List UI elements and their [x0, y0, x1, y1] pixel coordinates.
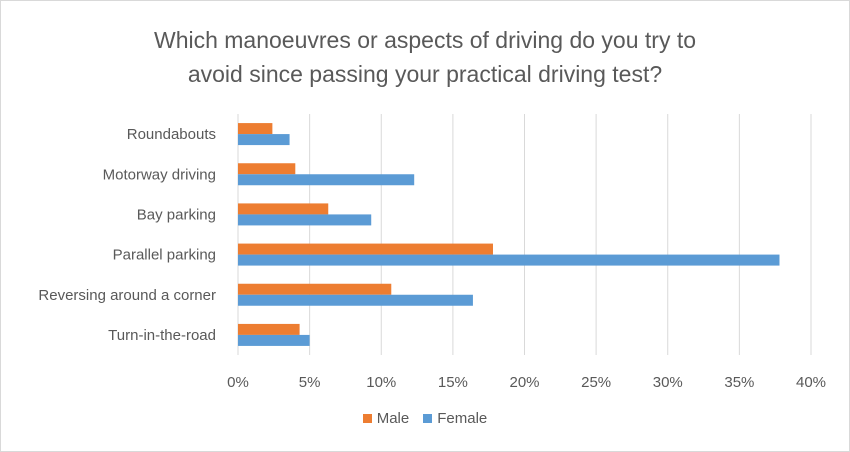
x-tick-label: 30% [653, 374, 683, 391]
bar-female [238, 254, 780, 266]
x-tick-label: 5% [299, 374, 321, 391]
chart-title: Which manoeuvres or aspects of driving d… [1, 23, 849, 91]
y-category-label: Bay parking [137, 206, 216, 223]
chart-legend: Male Female [1, 410, 849, 427]
chart-title-line-1: Which manoeuvres or aspects of driving d… [153, 27, 697, 53]
bar-female [238, 214, 372, 226]
y-category-label: Motorway driving [103, 166, 216, 183]
x-tick-label: 20% [509, 374, 539, 391]
x-tick-label: 25% [581, 374, 611, 391]
x-tick-label: 35% [724, 374, 754, 391]
bar-male [238, 243, 493, 255]
bar-male [238, 163, 296, 175]
legend-label-female: Female [437, 410, 488, 427]
legend-swatch-male [362, 414, 372, 423]
bar-female [238, 294, 473, 306]
legend-item-male: Male [362, 410, 410, 427]
x-tick-label: 10% [366, 374, 396, 391]
bar-male [238, 283, 392, 295]
x-tick-label: 15% [438, 374, 468, 391]
x-tick-label: 40% [796, 374, 826, 391]
bar-female [238, 334, 310, 346]
y-category-label: Turn-in-the-road [108, 327, 216, 344]
y-category-label: Parallel parking [113, 247, 216, 264]
legend-item-female: Female [423, 410, 487, 427]
bar-male [238, 203, 329, 215]
chart-title-line-2: avoid since passing your practical drivi… [187, 61, 663, 87]
bar-female [238, 134, 290, 146]
y-category-label: Roundabouts [127, 126, 216, 143]
y-category-label: Reversing around a corner [38, 287, 216, 304]
legend-swatch-female [423, 414, 433, 423]
bar-female [238, 174, 415, 186]
x-tick-label: 0% [227, 374, 249, 391]
bar-male [238, 323, 300, 335]
legend-label-male: Male [376, 410, 410, 427]
bar-male [238, 123, 273, 135]
